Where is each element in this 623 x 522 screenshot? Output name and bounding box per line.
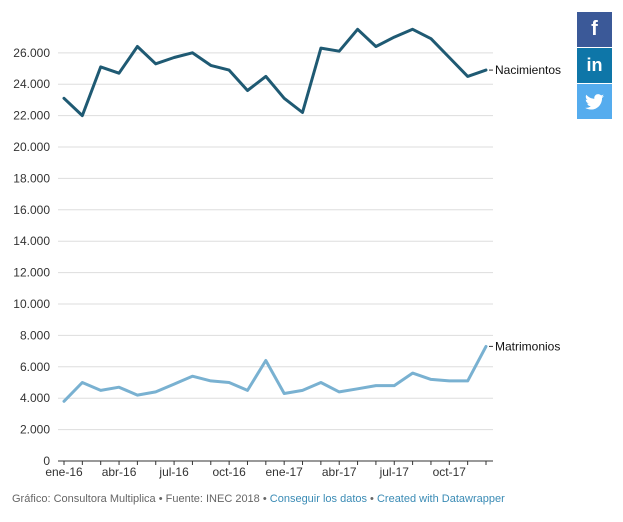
- series-lines: [62, 27, 488, 403]
- y-tick-label: 8.000: [20, 328, 50, 342]
- footer-separator: •: [367, 493, 377, 505]
- x-tick-label: oct-17: [433, 465, 467, 479]
- footer-source: Gráfico: Consultora Multiplica • Fuente:…: [12, 493, 270, 505]
- y-tick-label: 6.000: [20, 360, 50, 374]
- series-line-matrimonios: [62, 344, 488, 403]
- y-tick-label: 20.000: [13, 140, 50, 154]
- x-tick-label: abr-17: [322, 465, 357, 479]
- x-tick-label: jul-17: [379, 465, 410, 479]
- y-tick-label: 0: [43, 454, 50, 468]
- grid-lines: [58, 52, 493, 431]
- series-label-nacimientos: Nacimientos: [495, 63, 561, 77]
- facebook-share-button[interactable]: f: [577, 12, 612, 47]
- series-line-nacimientos: [62, 27, 488, 118]
- x-tick-label: ene-16: [45, 465, 83, 479]
- series-labels: Nacimientos Matrimonios: [489, 63, 561, 353]
- y-tick-label: 18.000: [13, 171, 50, 185]
- chart-footer: Gráfico: Consultora Multiplica • Fuente:…: [12, 493, 505, 505]
- x-tick-label: jul-16: [158, 465, 189, 479]
- linkedin-share-button[interactable]: in: [577, 48, 612, 83]
- y-tick-label: 16.000: [13, 203, 50, 217]
- y-tick-label: 22.000: [13, 109, 50, 123]
- y-axis-tick-labels: 0 2.000 4.000 6.000 8.000 10.000 12.000 14.000 1…: [13, 46, 50, 468]
- datawrapper-link[interactable]: Created with Datawrapper: [376, 493, 505, 505]
- y-tick-label: 10.000: [13, 297, 50, 311]
- x-tick-label: abr-16: [102, 465, 137, 479]
- facebook-icon: f: [591, 18, 598, 40]
- x-tick-label: ene-17: [265, 465, 303, 479]
- y-tick-label: 2.000: [20, 423, 50, 437]
- y-tick-label: 14.000: [13, 234, 50, 248]
- x-axis-ticks: ene-16 abr-16 jul-16 oct-16 ene-17 abr-17 jul-…: [45, 461, 487, 479]
- series-label-matrimonios: Matrimonios: [495, 339, 560, 353]
- twitter-icon: [585, 93, 604, 110]
- y-tick-label: 12.000: [13, 266, 50, 280]
- get-data-link[interactable]: Conseguir los datos: [269, 493, 367, 505]
- y-tick-label: 4.000: [20, 391, 50, 405]
- twitter-share-button[interactable]: [577, 84, 612, 119]
- y-tick-label: 24.000: [13, 77, 50, 91]
- x-tick-label: oct-16: [212, 465, 246, 479]
- line-chart: 0 2.000 4.000 6.000 8.000 10.000 12.000 14.000 1…: [13, 27, 561, 479]
- linkedin-icon: in: [586, 55, 603, 75]
- y-tick-label: 26.000: [13, 46, 50, 60]
